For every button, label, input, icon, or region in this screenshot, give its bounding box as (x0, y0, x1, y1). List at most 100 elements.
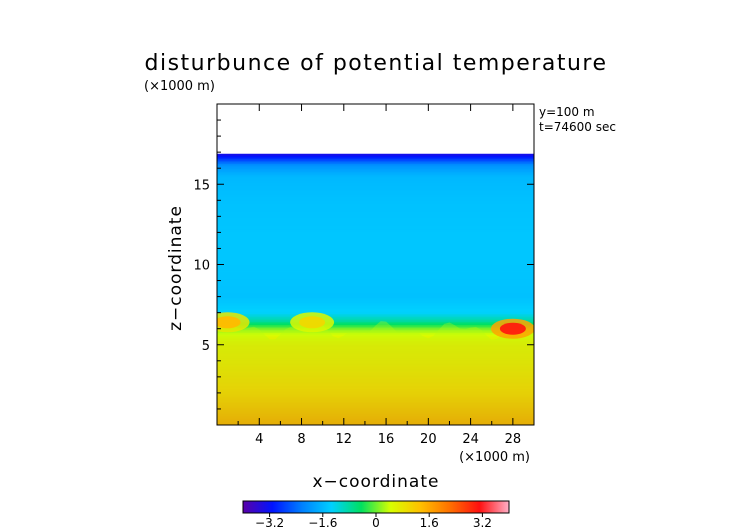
field-band (217, 346, 534, 350)
x-tick-label: 20 (420, 432, 437, 447)
field-band (217, 386, 534, 389)
field-band (217, 364, 534, 367)
field-band (217, 286, 534, 289)
field-band (217, 356, 534, 359)
anomaly-core (499, 322, 526, 335)
field-band (217, 193, 534, 196)
field-band (217, 417, 534, 420)
x-tick-label: 4 (255, 432, 263, 447)
field-band (217, 153, 534, 156)
field-band (217, 174, 534, 177)
field-band (217, 357, 534, 361)
field-band (217, 423, 534, 425)
y-unit-label: (×1000 m) (144, 79, 215, 94)
field-band (217, 383, 534, 386)
field-band (217, 401, 534, 404)
field-band (217, 298, 534, 302)
field-band (217, 420, 534, 423)
field-band (217, 172, 534, 176)
field-band (217, 292, 534, 295)
field-band (217, 228, 534, 231)
field-band (217, 391, 534, 394)
field-band (217, 354, 534, 357)
field-band (217, 270, 534, 273)
field-band (217, 233, 534, 236)
field-band (217, 359, 534, 362)
field-band (217, 254, 534, 257)
x-tick-label: 8 (297, 432, 305, 447)
field-band (217, 195, 534, 198)
field-band (217, 365, 534, 369)
field-band (217, 373, 534, 377)
colorbar-ticks: −3.2 −1.6 0 1.6 3.2 (255, 513, 492, 530)
field-band (217, 164, 534, 168)
field-band (217, 203, 534, 206)
field-band (217, 263, 534, 267)
field-band (217, 257, 534, 260)
field-band (217, 380, 534, 383)
field-band (217, 255, 534, 259)
field-band (217, 334, 534, 337)
field-band (217, 369, 534, 372)
y-axis-label: z−coordinate (166, 205, 186, 331)
colorbar-tick-label: 1.6 (420, 516, 439, 530)
field-band (217, 196, 534, 200)
field-band (217, 222, 534, 225)
field-band (217, 259, 534, 262)
anomaly-core (299, 316, 326, 329)
field-band (217, 219, 534, 222)
field-band (217, 239, 534, 243)
field-band (217, 241, 534, 244)
chart-title: disturbunce of potential temperature (145, 51, 608, 76)
field-band (217, 324, 534, 327)
field-band (217, 310, 534, 313)
field-band (217, 267, 534, 270)
field-band (217, 217, 534, 220)
field-band (217, 273, 534, 276)
field-band (217, 158, 534, 161)
field-band (217, 330, 534, 334)
field-band (217, 418, 534, 421)
field-band (217, 335, 534, 338)
field-band (217, 188, 534, 192)
y-tick-label: 10 (193, 259, 210, 274)
field-band (217, 212, 534, 215)
field-band (217, 375, 534, 378)
field-band (217, 166, 534, 169)
field-band (217, 200, 534, 203)
field-band (217, 287, 534, 290)
field-band (217, 211, 534, 214)
field-band (217, 201, 534, 204)
field-band (217, 214, 534, 217)
field-band (217, 271, 534, 275)
x-tick-label: 24 (462, 432, 479, 447)
field-band (217, 393, 534, 396)
field-band (217, 372, 534, 375)
field-band (217, 268, 534, 271)
colorbar-tick-label: 3.2 (473, 516, 492, 530)
field-band (217, 171, 534, 174)
anomaly-core (217, 316, 241, 329)
field-band (217, 284, 534, 287)
field-band (217, 247, 534, 251)
field-band (217, 421, 534, 425)
y-tick-label: 5 (202, 339, 210, 354)
field-band (217, 370, 534, 373)
field-band (217, 402, 534, 405)
field-band (217, 155, 534, 158)
field-band (217, 381, 534, 385)
field-band (217, 300, 534, 303)
field-band (217, 230, 534, 233)
field-band (217, 179, 534, 182)
field-band (217, 187, 534, 190)
field-band (217, 332, 534, 335)
field-band (217, 192, 534, 195)
x-tick-label: 28 (505, 432, 522, 447)
field-band (217, 281, 534, 284)
field-band (217, 227, 534, 230)
field-band (217, 168, 534, 171)
field-band (217, 394, 534, 397)
anomaly-features (217, 312, 534, 339)
field-band (217, 350, 534, 353)
field-band (217, 220, 534, 223)
